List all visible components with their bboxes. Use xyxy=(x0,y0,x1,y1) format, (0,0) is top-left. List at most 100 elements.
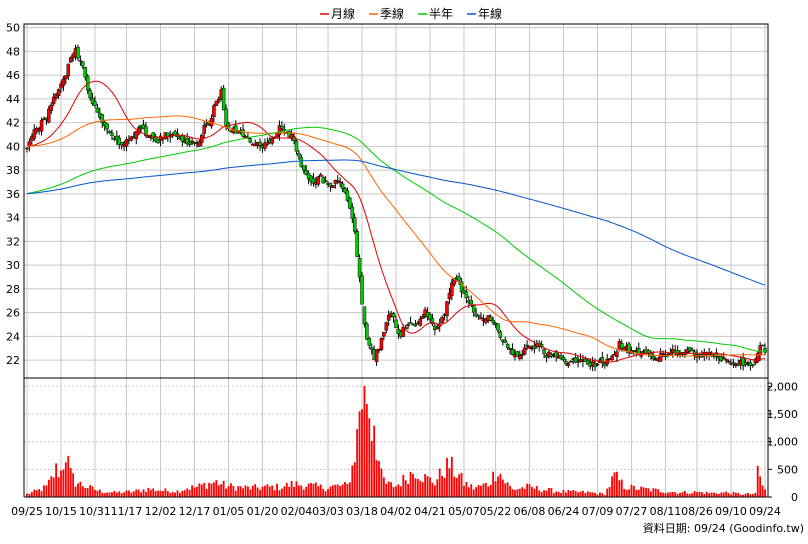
volume-bar xyxy=(210,483,213,497)
volume-bar xyxy=(77,483,79,497)
volume-bar xyxy=(727,493,730,497)
candle-body xyxy=(180,135,185,142)
volume-bar xyxy=(232,485,235,497)
volume-bar xyxy=(261,486,264,497)
candle-body xyxy=(418,318,423,326)
volume-bar xyxy=(477,484,480,497)
volume-bar xyxy=(540,492,543,497)
candle-body xyxy=(68,57,73,63)
volume-bar xyxy=(696,492,698,497)
ma-halfyear-line xyxy=(26,126,766,353)
volume-bar xyxy=(137,489,140,497)
candle-body xyxy=(151,132,155,139)
volume-bar xyxy=(273,490,276,497)
candle-body xyxy=(93,101,97,106)
candle-body xyxy=(714,352,719,357)
candle-body xyxy=(758,345,762,356)
candle-body xyxy=(396,328,401,335)
volume-bar xyxy=(30,492,33,497)
volume-bar xyxy=(426,476,429,497)
volume-bar xyxy=(225,488,227,497)
legend-label: 半年 xyxy=(429,7,453,21)
volume-bar xyxy=(732,491,735,497)
volume-bar xyxy=(637,489,640,497)
volume-bar xyxy=(489,484,492,497)
volume-bar xyxy=(198,483,201,497)
candle-body xyxy=(100,114,105,123)
volume-bar xyxy=(149,489,152,497)
volume-bar xyxy=(154,491,157,497)
volume-bar xyxy=(586,491,589,497)
volume-bar xyxy=(108,492,111,497)
volume-bar xyxy=(465,482,468,497)
volume-bar xyxy=(730,494,732,497)
candle-body xyxy=(379,338,384,350)
volume-bar xyxy=(45,485,48,497)
volume-bar xyxy=(399,486,402,497)
candle-body xyxy=(343,188,347,193)
candle-body xyxy=(61,78,66,86)
candle-body xyxy=(76,46,80,59)
volume-bar xyxy=(181,490,184,497)
volume-bar xyxy=(395,486,397,497)
volume-bar xyxy=(458,474,461,497)
volume-bar xyxy=(710,492,713,497)
volume-bar xyxy=(293,486,295,497)
volume-bar xyxy=(608,487,611,497)
volume-bar xyxy=(467,487,470,497)
volume-bar xyxy=(628,489,630,497)
volume-bar xyxy=(254,484,257,497)
volume-bar xyxy=(705,491,708,497)
volume-bar xyxy=(436,479,439,497)
volume-bar xyxy=(208,482,210,497)
legend-label: 月線 xyxy=(331,6,355,21)
volume-bar xyxy=(288,486,291,497)
candle-body xyxy=(365,323,369,340)
date-tick-label: 08/26 xyxy=(681,505,713,518)
volume-bar xyxy=(443,477,446,497)
candle-body xyxy=(32,129,37,139)
volume-bar xyxy=(135,489,138,497)
volume-bar xyxy=(351,465,354,497)
volume-bar xyxy=(89,485,92,497)
volume-bar xyxy=(302,489,305,497)
volume-bar xyxy=(703,493,706,497)
volume-bar xyxy=(96,490,99,497)
candle-body xyxy=(49,104,54,112)
candle-body xyxy=(518,355,522,359)
volume-bar xyxy=(162,490,164,497)
candle-body xyxy=(311,178,316,184)
candle-body xyxy=(406,324,410,327)
volume-bar xyxy=(693,491,696,497)
candle-body xyxy=(224,108,228,126)
volume-bar xyxy=(72,473,75,497)
volume-bar xyxy=(322,488,325,497)
volume-bar xyxy=(717,494,720,497)
volume-bar xyxy=(484,482,487,497)
candle-body xyxy=(760,344,765,347)
volume-bar xyxy=(691,493,694,497)
candle-body xyxy=(690,349,694,352)
candle-body xyxy=(124,139,129,147)
volume-bar xyxy=(259,489,261,497)
volume-bar xyxy=(625,489,628,497)
candle-body xyxy=(520,353,524,356)
volume-bar xyxy=(186,488,189,497)
candle-body xyxy=(573,357,578,363)
volume-bar xyxy=(635,489,638,497)
volume-bar xyxy=(57,477,60,497)
date-tick-label: 02/04 xyxy=(281,505,313,518)
price-tick-label: 42 xyxy=(6,117,20,130)
candle-body xyxy=(651,356,656,360)
volume-bar xyxy=(106,492,109,497)
candle-body xyxy=(527,345,532,349)
volume-bar xyxy=(594,492,596,497)
volume-bar xyxy=(52,477,55,497)
candle-body xyxy=(64,75,68,79)
candle-body xyxy=(83,66,88,78)
candle-body xyxy=(515,351,520,357)
candle-body xyxy=(355,231,359,257)
volume-bar xyxy=(324,491,327,497)
volume-bar xyxy=(373,425,376,497)
date-tick-label: 09/10 xyxy=(715,505,747,518)
